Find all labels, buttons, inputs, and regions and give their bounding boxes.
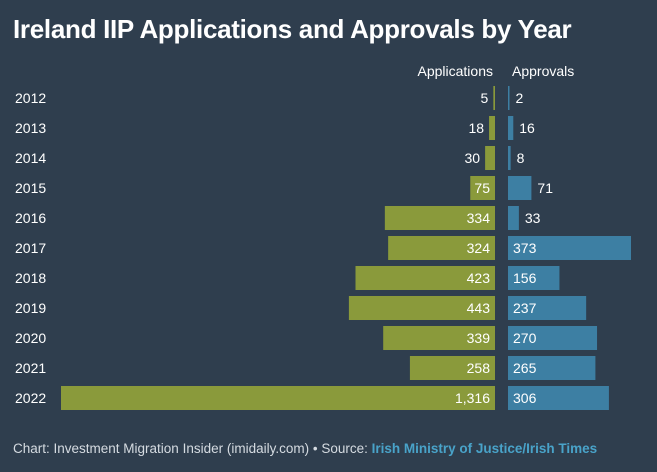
year-label: 2014 (15, 150, 46, 166)
year-label: 2021 (15, 360, 46, 376)
footer-source-link[interactable]: Irish Ministry of Justice/Irish Times (371, 441, 598, 456)
approvals-bar (508, 326, 598, 350)
chart-title: Ireland IIP Applications and Approvals b… (13, 14, 572, 44)
approvals-bar (508, 146, 511, 170)
year-label: 2022 (15, 390, 46, 406)
approvals-value-label: 237 (513, 300, 537, 316)
year-label: 2017 (15, 240, 46, 256)
applications-bar (384, 206, 495, 230)
year-label: 2018 (15, 270, 46, 286)
year-label: 2012 (15, 90, 46, 106)
footer-credit: Chart: Investment Migration Insider (imi… (13, 441, 372, 456)
year-label: 2020 (15, 330, 46, 346)
year-label: 2015 (15, 180, 46, 196)
approvals-value-label: 156 (513, 270, 537, 286)
approvals-value-label: 33 (525, 210, 541, 226)
applications-value-label: 30 (465, 150, 481, 166)
year-label: 2013 (15, 120, 46, 136)
chart-footer: Chart: Investment Migration Insider (imi… (13, 441, 597, 456)
approvals-value-label: 373 (513, 240, 537, 256)
approvals-value-label: 2 (516, 90, 524, 106)
applications-bar (409, 356, 495, 380)
approvals-bar (508, 176, 532, 200)
applications-value-label: 324 (467, 240, 491, 256)
applications-value-label: 75 (474, 180, 490, 196)
year-label: 2019 (15, 300, 46, 316)
approvals-bar (508, 86, 510, 110)
applications-bar (383, 326, 495, 350)
approvals-value-label: 16 (519, 120, 535, 136)
applications-value-label: 339 (467, 330, 491, 346)
approvals-bar (508, 116, 514, 140)
applications-value-label: 334 (467, 210, 491, 226)
applications-value-label: 18 (468, 120, 484, 136)
legend-approvals: Approvals (512, 63, 574, 79)
approvals-bar (508, 266, 560, 290)
approvals-bar (508, 236, 632, 260)
approvals-bar (508, 386, 609, 410)
approvals-value-label: 265 (513, 360, 537, 376)
applications-bar (388, 236, 495, 260)
applications-bar (61, 386, 495, 410)
applications-bar (493, 86, 495, 110)
applications-value-label: 258 (467, 360, 491, 376)
applications-bar (348, 296, 495, 320)
legend-applications: Applications (418, 63, 494, 79)
applications-bar (355, 266, 495, 290)
applications-value-label: 423 (467, 270, 491, 286)
applications-value-label: 443 (467, 300, 491, 316)
year-label: 2016 (15, 210, 46, 226)
approvals-value-label: 71 (537, 180, 553, 196)
applications-value-label: 1,316 (455, 390, 490, 406)
approvals-bar (508, 206, 519, 230)
approvals-bar (508, 356, 596, 380)
applications-bar (489, 116, 495, 140)
approvals-value-label: 8 (517, 150, 525, 166)
applications-value-label: 5 (481, 90, 489, 106)
approvals-value-label: 270 (513, 330, 537, 346)
applications-bar (470, 176, 495, 200)
approvals-value-label: 306 (513, 390, 537, 406)
approvals-bar (508, 296, 587, 320)
applications-bar (485, 146, 495, 170)
